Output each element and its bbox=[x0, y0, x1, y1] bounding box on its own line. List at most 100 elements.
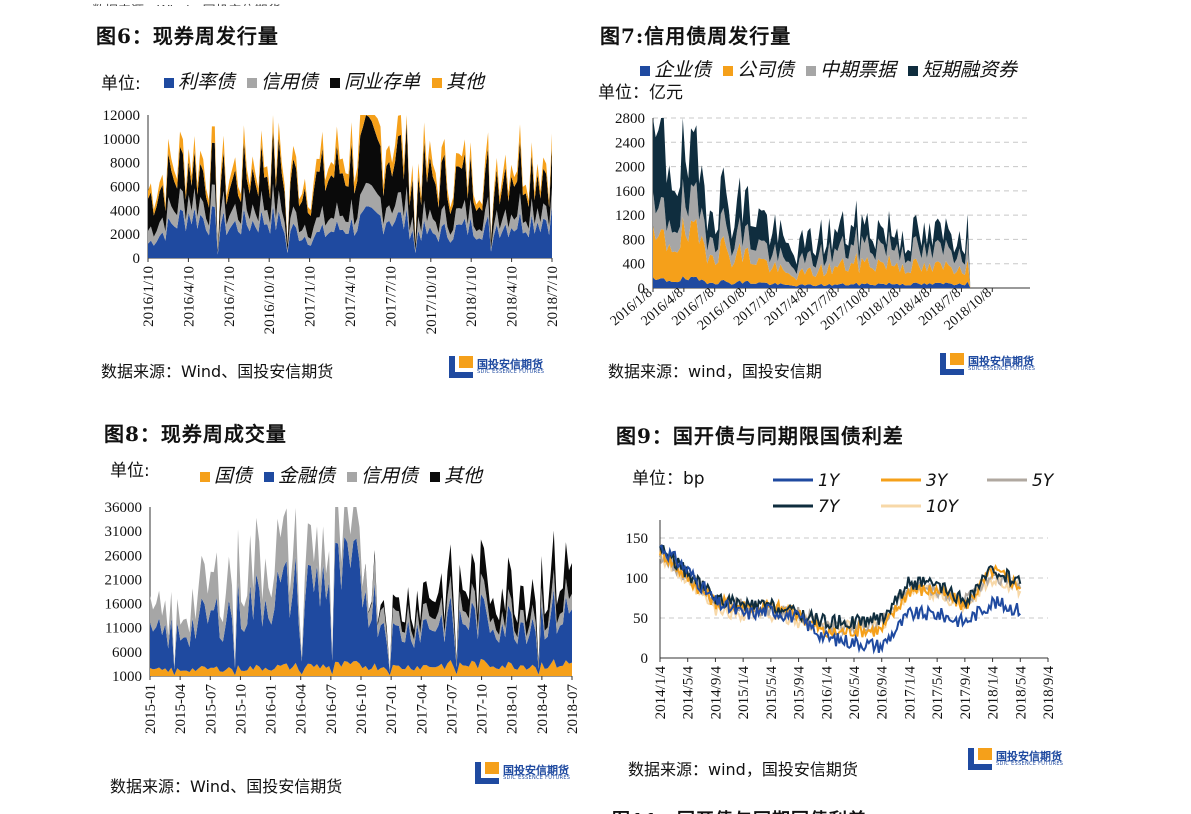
legend-label: 金融债 bbox=[278, 465, 337, 487]
legend-swatch bbox=[432, 78, 442, 88]
legend-swatch bbox=[347, 472, 357, 482]
logo-english: SDIC ESSENCE FUTURES bbox=[503, 775, 571, 781]
y-tick-label: 1200 bbox=[615, 208, 645, 224]
area-series-金融债 bbox=[150, 536, 572, 676]
x-tick-label: 2014/5/4 bbox=[681, 666, 697, 720]
x-tick-label: 2018-04 bbox=[535, 684, 551, 734]
x-tick-label: 2018/9/4 bbox=[1041, 666, 1057, 720]
x-tick-label: 2016-10 bbox=[354, 684, 370, 734]
legend-label: 利率债 bbox=[178, 71, 237, 93]
x-tick-label: 2017-10 bbox=[475, 684, 491, 734]
y-tick-label: 12000 bbox=[103, 108, 141, 124]
figure7-source: 数据来源：wind，国投安信期 bbox=[608, 362, 822, 381]
x-tick-label: 2015/5/4 bbox=[764, 666, 780, 720]
legend-label: 公司债 bbox=[737, 59, 796, 81]
y-tick-label: 50 bbox=[633, 611, 648, 627]
legend-label: 3Y bbox=[926, 471, 949, 491]
y-tick-label: 6000 bbox=[110, 180, 140, 196]
line-series-7Y bbox=[659, 545, 1022, 630]
y-tick-label: 16000 bbox=[105, 597, 143, 613]
x-tick-label: 2016-07 bbox=[324, 684, 340, 734]
y-tick-label: 8000 bbox=[110, 156, 140, 172]
x-tick-label: 2015/9/4 bbox=[792, 666, 808, 720]
y-tick-label: 1600 bbox=[615, 184, 645, 200]
x-tick-label: 2017/1/10 bbox=[303, 266, 319, 327]
y-tick-label: 800 bbox=[623, 232, 646, 248]
logo-name: 国投安信期货 bbox=[503, 764, 569, 777]
y-tick-label: 10000 bbox=[103, 132, 141, 148]
y-tick-label: 31000 bbox=[105, 524, 143, 540]
figure9-source: 数据来源：wind，国投安信期货 bbox=[628, 760, 858, 779]
legend-label: 其他 bbox=[446, 71, 486, 93]
x-tick-label: 2017/9/4 bbox=[958, 666, 974, 720]
legend-label: 信用债 bbox=[261, 71, 320, 93]
area-series-企业债 bbox=[653, 276, 1030, 288]
x-tick-label: 2016-04 bbox=[294, 684, 310, 734]
figure6-source: 数据来源：Wind、国投安信期货 bbox=[101, 362, 334, 381]
x-tick-label: 2016/7/10 bbox=[222, 266, 238, 327]
x-tick-label: 2018-07 bbox=[565, 684, 581, 734]
legend-label: 国债 bbox=[214, 465, 254, 487]
y-tick-label: 0 bbox=[133, 251, 141, 267]
legend-label: 10Y bbox=[926, 497, 960, 517]
x-tick-label: 2017/10/10 bbox=[424, 266, 440, 334]
logo-mark-icon bbox=[475, 762, 499, 784]
x-tick-label: 2017/1/4 bbox=[902, 666, 918, 720]
x-tick-label: 2014/1/4 bbox=[653, 666, 669, 720]
y-tick-label: 6000 bbox=[112, 645, 142, 661]
unit-label: 单位：亿元 bbox=[598, 83, 683, 103]
y-tick-label: 4000 bbox=[110, 203, 140, 219]
legend-swatch bbox=[908, 66, 918, 76]
x-tick-label: 2016/1/4 bbox=[819, 666, 835, 720]
unit-label: 单位: bbox=[101, 74, 141, 94]
legend-label: 其他 bbox=[444, 465, 484, 487]
y-tick-label: 36000 bbox=[105, 500, 143, 516]
logo-english: SDIC ESSENCE FUTURES bbox=[968, 366, 1036, 372]
x-tick-label: 2018/1/4 bbox=[986, 666, 1002, 720]
x-tick-label: 2018/7/10 bbox=[545, 266, 561, 327]
legend-label: 信用债 bbox=[361, 465, 420, 487]
x-tick-label: 2015-10 bbox=[233, 684, 249, 734]
legend-label: 短期融资券 bbox=[922, 59, 1019, 81]
legend-swatch bbox=[247, 78, 257, 88]
y-tick-label: 100 bbox=[626, 571, 649, 587]
top-cut-source-text: 数据来源：Wind，国投安信期货 bbox=[92, 0, 281, 6]
logo-mark-icon bbox=[940, 353, 964, 375]
x-tick-label: 2016/1/10 bbox=[141, 266, 157, 327]
x-tick-label: 2015-01 bbox=[143, 684, 159, 734]
area-series-其他 bbox=[150, 507, 572, 672]
figure7-title: 图7:信用债周发行量 bbox=[600, 24, 792, 48]
area-series-利率债 bbox=[148, 206, 552, 258]
y-tick-label: 26000 bbox=[105, 548, 143, 564]
logo-mark-icon bbox=[449, 356, 473, 378]
logo-english: SDIC ESSENCE FUTURES bbox=[477, 369, 545, 375]
legend-swatch bbox=[200, 472, 210, 482]
area-series-公司债 bbox=[653, 216, 1030, 288]
company-logo: 国投安信期货 SDIC ESSENCE FUTURES bbox=[968, 748, 1063, 770]
legend-swatch bbox=[430, 472, 440, 482]
legend-label: 7Y bbox=[818, 497, 841, 517]
x-tick-label: 2017-04 bbox=[414, 684, 430, 734]
y-tick-label: 2400 bbox=[615, 135, 645, 151]
figure8-title: 图8：现券周成交量 bbox=[104, 422, 287, 446]
area-series-信用债 bbox=[150, 507, 572, 673]
legend-label: 中期票据 bbox=[820, 59, 899, 81]
y-tick-label: 0 bbox=[638, 281, 646, 297]
y-tick-label: 1000 bbox=[112, 669, 142, 685]
legend-swatch bbox=[640, 66, 650, 76]
y-tick-label: 2000 bbox=[110, 227, 140, 243]
legend-swatch bbox=[806, 66, 816, 76]
unit-label: 单位: bbox=[110, 461, 150, 481]
logo-name: 国投安信期货 bbox=[996, 750, 1062, 763]
y-tick-label: 0 bbox=[641, 651, 649, 667]
y-tick-label: 2000 bbox=[615, 160, 645, 176]
area-series-信用债 bbox=[148, 182, 552, 255]
area-series-短期融资券 bbox=[653, 118, 1030, 288]
legend-swatch bbox=[264, 472, 274, 482]
y-tick-label: 2800 bbox=[615, 111, 645, 127]
x-tick-label: 2016/10/10 bbox=[262, 266, 278, 334]
